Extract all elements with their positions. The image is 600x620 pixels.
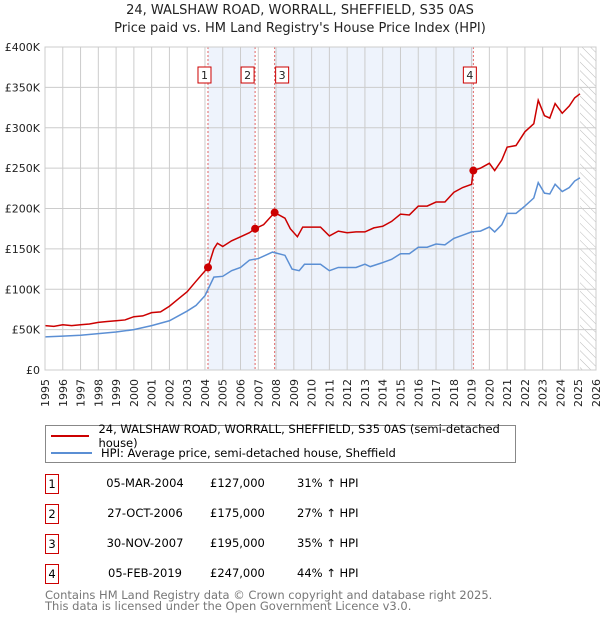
y-tick-label: £100K bbox=[5, 283, 41, 296]
x-tick-label: 2009 bbox=[288, 379, 301, 407]
x-tick-label: 2022 bbox=[519, 379, 532, 407]
plot-area: 1995 1996 1997 1998 1999 2000 2001 2002 2003 2004… bbox=[5, 41, 600, 407]
x-tick-label: 1995 bbox=[39, 379, 52, 407]
sale-marker-label: 4 bbox=[466, 69, 473, 82]
sale-marker-badge: 4 bbox=[45, 564, 59, 584]
y-tick-label: £50K bbox=[12, 324, 41, 337]
legend-swatch-hpi bbox=[51, 452, 92, 454]
legend-item-hpi: HPI: Average price, semi-detached house,… bbox=[46, 445, 396, 461]
sale-marker-badge: 3 bbox=[45, 534, 59, 554]
legend-label-hpi: HPI: Average price, semi-detached house,… bbox=[101, 446, 396, 460]
x-tick-label: 2002 bbox=[163, 379, 176, 407]
x-tick-label: 2010 bbox=[306, 379, 319, 407]
sale-marker-badge: 1 bbox=[45, 474, 59, 494]
sale-row: 1 05-MAR-2004 £127,000 31% ↑ HPI bbox=[45, 474, 545, 494]
sale-hpi-diff: 27% ↑ HPI bbox=[297, 506, 359, 520]
x-tick-label: 2011 bbox=[323, 379, 336, 407]
y-tick-label: £150K bbox=[5, 243, 41, 256]
legend: 24, WALSHAW ROAD, WORRALL, SHEFFIELD, S3… bbox=[45, 422, 516, 463]
y-tick-label: £0 bbox=[26, 364, 40, 377]
x-tick-label: 2001 bbox=[146, 379, 159, 407]
sale-marker-box bbox=[275, 66, 290, 84]
y-tick-label: £350K bbox=[5, 81, 41, 94]
sale-hpi-diff: 44% ↑ HPI bbox=[297, 566, 359, 580]
sale-row: 4 05-FEB-2019 £247,000 44% ↑ HPI bbox=[45, 564, 545, 584]
sale-point bbox=[270, 208, 279, 217]
plot-border bbox=[44, 46, 597, 371]
sale-marker-label: 2 bbox=[244, 69, 251, 82]
footer-copyright: Contains HM Land Registry data © Crown c… bbox=[45, 588, 493, 602]
x-tick-label: 2026 bbox=[590, 379, 600, 407]
sale-price: £247,000 bbox=[210, 566, 265, 580]
chart-subtitle: Price paid vs. HM Land Registry's House … bbox=[114, 21, 486, 36]
x-tick-label: 2024 bbox=[554, 379, 567, 407]
chart-title: 24, WALSHAW ROAD, WORRALL, SHEFFIELD, S3… bbox=[126, 3, 474, 18]
x-tick-label: 2008 bbox=[270, 379, 283, 407]
x-tick-label: 1999 bbox=[110, 379, 123, 407]
x-tick-label: 2021 bbox=[501, 379, 514, 407]
x-tick-label: 2014 bbox=[377, 379, 390, 407]
sale-point bbox=[203, 263, 212, 272]
x-tick-label: 2004 bbox=[199, 379, 212, 407]
sale-point bbox=[251, 224, 260, 233]
sale-date: 27-OCT-2006 bbox=[107, 506, 183, 520]
sale-marker-label: 1 bbox=[201, 69, 208, 82]
sale-date: 05-FEB-2019 bbox=[108, 566, 182, 580]
x-tick-label: 1998 bbox=[92, 379, 105, 407]
sale-hpi-diff: 31% ↑ HPI bbox=[297, 476, 359, 490]
x-tick-label: 2017 bbox=[430, 379, 443, 407]
sale-date: 05-MAR-2004 bbox=[106, 476, 184, 490]
sale-marker-box bbox=[197, 66, 212, 84]
sale-marker-box bbox=[462, 66, 477, 84]
y-tick-label: £200K bbox=[5, 203, 41, 216]
sale-marker-badge: 2 bbox=[45, 504, 59, 524]
sale-price: £195,000 bbox=[210, 536, 265, 550]
x-tick-label: 2020 bbox=[483, 379, 496, 407]
x-tick-label: 2016 bbox=[412, 379, 425, 407]
x-tick-label: 1996 bbox=[57, 379, 70, 407]
sale-row: 3 30-NOV-2007 £195,000 35% ↑ HPI bbox=[45, 534, 545, 554]
x-tick-label: 2007 bbox=[252, 379, 265, 407]
y-tick-label: £400K bbox=[5, 41, 41, 54]
x-tick-label: 2005 bbox=[217, 379, 230, 407]
sale-price: £127,000 bbox=[210, 476, 265, 490]
footer-licence: This data is licensed under the Open Gov… bbox=[45, 599, 412, 613]
hpi-line bbox=[44, 177, 581, 338]
x-tick-label: 2000 bbox=[128, 379, 141, 407]
sale-date: 30-NOV-2007 bbox=[106, 536, 184, 550]
legend-item-property: 24, WALSHAW ROAD, WORRALL, SHEFFIELD, S3… bbox=[46, 422, 515, 450]
sale-hpi-diff: 35% ↑ HPI bbox=[297, 536, 359, 550]
x-tick-label: 1997 bbox=[75, 379, 88, 407]
legend-swatch-property bbox=[51, 435, 90, 437]
sale-marker-label: 3 bbox=[279, 69, 286, 82]
x-tick-label: 2006 bbox=[235, 379, 248, 407]
property-price-line bbox=[44, 93, 581, 328]
x-tick-label: 2015 bbox=[394, 379, 407, 407]
x-tick-label: 2012 bbox=[341, 379, 354, 407]
sale-point bbox=[469, 166, 478, 175]
x-tick-label: 2023 bbox=[537, 379, 550, 407]
sale-row: 2 27-OCT-2006 £175,000 27% ↑ HPI bbox=[45, 504, 545, 524]
x-tick-label: 2003 bbox=[181, 379, 194, 407]
legend-label-property: 24, WALSHAW ROAD, WORRALL, SHEFFIELD, S3… bbox=[98, 422, 500, 450]
x-tick-label: 2025 bbox=[572, 379, 585, 407]
x-tick-label: 2019 bbox=[466, 379, 479, 407]
y-tick-label: £300K bbox=[5, 122, 41, 135]
y-tick-label: £250K bbox=[5, 162, 41, 175]
sale-marker-box bbox=[240, 66, 255, 84]
x-tick-label: 2018 bbox=[448, 379, 461, 407]
x-tick-label: 2013 bbox=[359, 379, 372, 407]
sale-price: £175,000 bbox=[210, 506, 265, 520]
